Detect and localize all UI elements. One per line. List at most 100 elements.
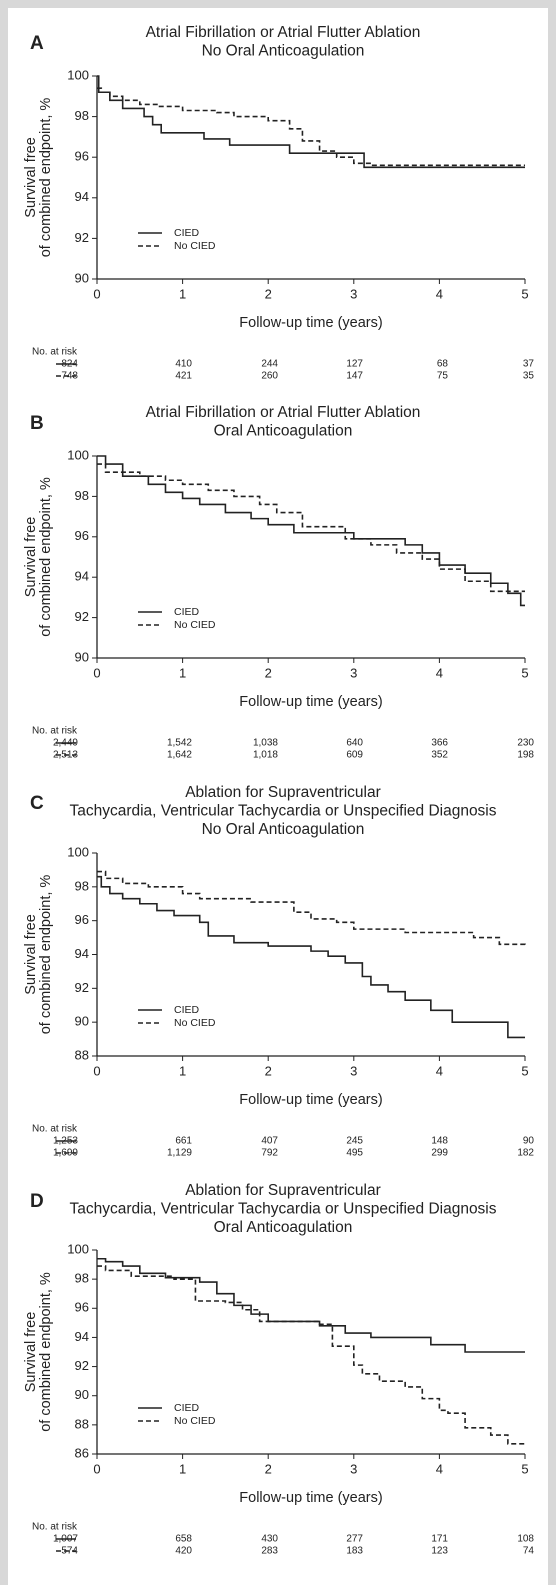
x-tick-label: 5 (521, 286, 528, 301)
legend-label: CIED (174, 227, 200, 239)
legend-label: No CIED (174, 619, 216, 631)
y-tick-label: 98 (75, 878, 89, 893)
x-tick-label: 4 (436, 665, 443, 680)
y-tick-label: 98 (75, 1271, 89, 1286)
legend-label: No CIED (174, 1415, 216, 1427)
chart-title: Oral Anticoagulation (214, 423, 353, 440)
x-tick-label: 1 (179, 1461, 186, 1476)
panel-letter: C (30, 793, 44, 814)
y-axis-title: of combined endpoint, % (38, 875, 54, 1035)
chart-title: No Oral Anticoagulation (202, 43, 365, 60)
x-tick-label: 2 (265, 665, 272, 680)
chart-title: Tachycardia, Ventricular Tachycardia or … (69, 803, 496, 820)
risk-count: 609 (346, 750, 363, 761)
survival-curve (97, 455, 525, 607)
risk-count: 299 (431, 1148, 448, 1159)
y-tick-label: 92 (75, 980, 89, 995)
y-tick-label: 96 (75, 528, 89, 543)
risk-count: 1,007 (53, 1534, 78, 1545)
y-tick-label: 86 (75, 1445, 89, 1460)
x-tick-label: 5 (521, 665, 528, 680)
survival-curve (97, 1265, 525, 1445)
x-axis-title: Follow-up time (years) (239, 694, 382, 710)
y-tick-label: 94 (75, 569, 89, 584)
risk-count: 108 (517, 1534, 534, 1545)
x-tick-label: 3 (350, 665, 357, 680)
risk-count: 277 (346, 1534, 363, 1545)
risk-count: 366 (431, 738, 448, 749)
risk-count: 35 (523, 371, 535, 382)
y-tick-label: 96 (75, 1300, 89, 1315)
risk-count: 230 (517, 738, 534, 749)
chart-title: No Oral Anticoagulation (202, 821, 365, 838)
x-tick-label: 2 (265, 286, 272, 301)
y-tick-label: 94 (75, 946, 89, 961)
y-axis-title: Survival free (23, 1312, 39, 1393)
risk-table-label: No. at risk (32, 1522, 78, 1533)
risk-count: 748 (61, 371, 78, 382)
risk-count: 792 (261, 1148, 278, 1159)
risk-count: 430 (261, 1534, 278, 1545)
survival-curve (97, 87, 525, 167)
y-tick-label: 92 (75, 609, 89, 624)
y-tick-label: 100 (67, 844, 89, 859)
risk-count: 1,018 (253, 750, 278, 761)
y-tick-label: 90 (75, 270, 89, 285)
risk-count: 37 (523, 359, 535, 370)
risk-table-label: No. at risk (32, 726, 78, 737)
x-tick-label: 3 (350, 1461, 357, 1476)
risk-table-label: No. at risk (32, 347, 78, 358)
risk-count: 658 (175, 1534, 192, 1545)
risk-count: 75 (437, 371, 449, 382)
y-tick-label: 90 (75, 1014, 89, 1029)
x-tick-label: 4 (436, 1063, 443, 1078)
chart-title: Atrial Fibrillation or Atrial Flutter Ab… (146, 404, 421, 421)
legend-label: CIED (174, 1402, 200, 1414)
risk-count: 661 (175, 1136, 192, 1147)
risk-count: 147 (346, 371, 363, 382)
risk-count: 90 (523, 1136, 535, 1147)
panel-letter: B (30, 413, 44, 434)
risk-count: 574 (61, 1546, 78, 1557)
chart-title: Oral Anticoagulation (214, 1219, 353, 1236)
panel-letter: A (30, 33, 44, 54)
chart-title: Ablation for Supraventricular (185, 784, 381, 801)
risk-count: 640 (346, 738, 363, 749)
risk-count: 420 (175, 1546, 192, 1557)
risk-count: 407 (261, 1136, 278, 1147)
risk-count: 1,642 (167, 750, 192, 761)
risk-count: 148 (431, 1136, 448, 1147)
risk-count: 2,449 (53, 738, 78, 749)
x-tick-label: 2 (265, 1063, 272, 1078)
risk-count: 244 (261, 359, 278, 370)
survival-curve (97, 463, 525, 593)
y-tick-label: 88 (75, 1047, 89, 1062)
x-tick-label: 0 (93, 286, 100, 301)
risk-count: 260 (261, 371, 278, 382)
chart-title: Tachycardia, Ventricular Tachycardia or … (69, 1201, 496, 1218)
x-tick-label: 5 (521, 1063, 528, 1078)
risk-count: 127 (346, 359, 363, 370)
x-axis-title: Follow-up time (years) (239, 1490, 382, 1506)
y-tick-label: 90 (75, 649, 89, 664)
x-tick-label: 3 (350, 1063, 357, 1078)
risk-count: 245 (346, 1136, 363, 1147)
survival-curve (97, 875, 525, 1039)
legend-label: CIED (174, 606, 200, 618)
y-axis-title: of combined endpoint, % (38, 1272, 54, 1432)
risk-count: 171 (431, 1534, 448, 1545)
risk-count: 283 (261, 1546, 278, 1557)
x-axis-title: Follow-up time (years) (239, 315, 382, 331)
y-tick-label: 100 (67, 1241, 89, 1256)
x-tick-label: 0 (93, 1063, 100, 1078)
x-tick-label: 0 (93, 1461, 100, 1476)
y-tick-label: 100 (67, 447, 89, 462)
risk-count: 421 (175, 371, 192, 382)
risk-count: 198 (517, 750, 534, 761)
risk-count: 1,253 (53, 1136, 78, 1147)
x-tick-label: 1 (179, 665, 186, 680)
y-tick-label: 100 (67, 67, 89, 82)
x-tick-label: 1 (179, 286, 186, 301)
risk-count: 352 (431, 750, 448, 761)
